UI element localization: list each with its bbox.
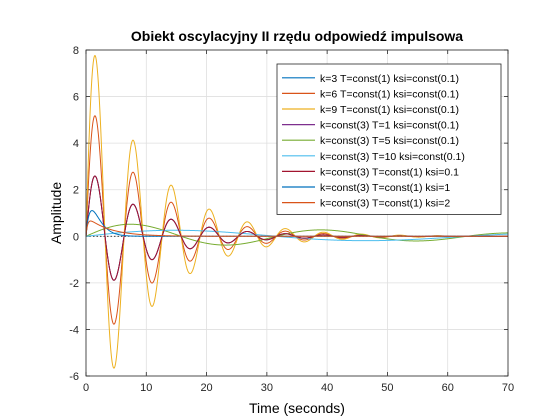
legend[interactable]: k=3 T=const(1) ksi=const(0.1) k=6 T=const… [276, 63, 502, 215]
y-tick-label: 6 [73, 92, 79, 104]
legend-label-3: k=9 T=const(1) ksi=const(0.1) [320, 104, 459, 116]
x-tick-label: 50 [381, 382, 393, 394]
y-tick-label: -6 [69, 371, 79, 383]
chart-title: Obiekt oscylacyjny II rzędu odpowiedź im… [131, 28, 463, 44]
y-tick-label: -2 [69, 278, 79, 290]
y-tick-label: -4 [69, 324, 79, 336]
legend-label-2: k=6 T=const(1) ksi=const(0.1) [320, 88, 459, 100]
series-lines [85, 55, 509, 369]
axes-box [85, 49, 509, 377]
y-tick-label: 8 [73, 45, 79, 57]
y-tick-label: 0 [73, 231, 79, 243]
x-tick-labels: 0 10 20 30 40 50 60 70 [83, 382, 514, 394]
x-axis-label: Time (seconds) [249, 400, 345, 416]
y-tick-label: 2 [73, 185, 79, 197]
x-tick-label: 70 [502, 382, 514, 394]
legend-label-6: k=const(3) T=10 ksi=const(0.1) [320, 151, 465, 163]
series-line-5 [85, 223, 509, 246]
x-tick-label: 10 [140, 382, 152, 394]
y-tick-label: 4 [73, 138, 79, 150]
legend-label-7: k=const(3) T=const(1) ksi=0.1 [320, 166, 459, 178]
x-tick-label: 60 [442, 382, 454, 394]
legend-label-8: k=const(3) T=const(1) ksi=1 [320, 182, 450, 194]
x-tick-label: 20 [200, 382, 212, 394]
x-tick-label: 0 [83, 382, 89, 394]
series-line-6 [85, 229, 509, 242]
legend-label-4: k=const(3) T=1 ksi=const(0.1) [320, 120, 459, 132]
legend-label-5: k=const(3) T=5 ksi=const(0.1) [320, 135, 459, 147]
legend-label-1: k=3 T=const(1) ksi=const(0.1) [320, 73, 459, 85]
series-line-9 [85, 220, 509, 237]
x-tick-label: 40 [321, 382, 333, 394]
y-tick-labels: -6 -4 -2 0 2 4 6 8 [69, 45, 79, 383]
legend-box [276, 63, 502, 215]
x-tick-label: 30 [261, 382, 273, 394]
legend-label-9: k=const(3) T=const(1) ksi=2 [320, 198, 450, 210]
y-axis-label: Amplitude [48, 182, 64, 244]
